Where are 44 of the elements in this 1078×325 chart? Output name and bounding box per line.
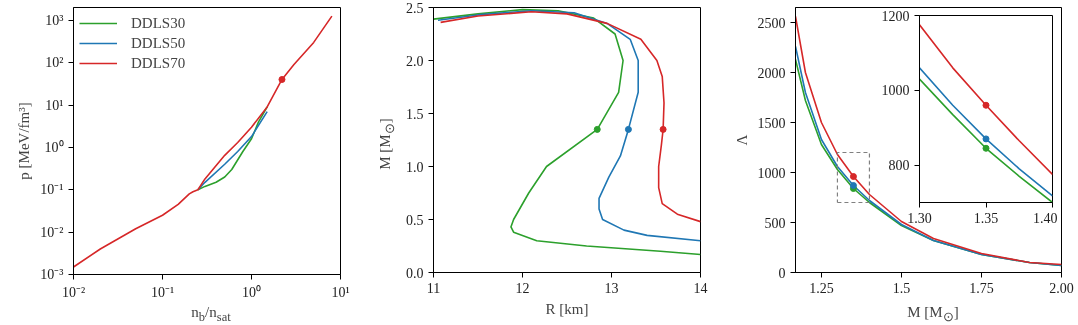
x-axis-title: n$_{b}$/n$_{sat}$ (191, 303, 231, 325)
x-tick-label: 13 (604, 280, 619, 296)
x-axis-title: M [M$_{⊙}$] (907, 303, 959, 325)
y-tick-label: 1000 (757, 165, 786, 181)
x-tick-label: 14 (693, 280, 708, 296)
y-tick-label: 0.0 (406, 265, 424, 281)
x-tick-label: 1.35 (973, 210, 999, 226)
y-tick-label: 2500 (757, 15, 786, 31)
y-tick-label: 2.5 (406, 0, 424, 16)
x-tick-label: 11 (426, 280, 441, 296)
y-tick-label: 10⁻¹ (40, 182, 64, 198)
y-tick-label: 10⁰ (44, 139, 64, 155)
y-tick-label: 10² (45, 55, 64, 71)
y-tick-label: 1500 (757, 115, 786, 131)
y-tick-label: 1.0 (406, 159, 424, 175)
legend-label: DDLS30 (131, 14, 186, 32)
y-tick-label: 2000 (757, 65, 786, 81)
y-tick-label: 10⁻² (40, 224, 64, 240)
y-tick-label: 10³ (45, 12, 64, 28)
x-tick-label: 1.25 (809, 280, 834, 296)
x-tick-label: 10¹ (331, 284, 350, 300)
y-tick-label: 0.5 (406, 212, 424, 228)
y-tick-label: 2.0 (406, 53, 424, 69)
y-tick-label: 10⁻³ (40, 267, 64, 282)
x-tick-label: 10⁰ (242, 284, 261, 300)
x-tick-label: 1.30 (907, 210, 932, 226)
x-tick-label: 2.00 (1049, 280, 1074, 296)
y-axis-title: Λ (733, 134, 750, 146)
y-axis-title: p [MeV/fm³] (16, 102, 33, 180)
x-tick-label: 1.75 (969, 280, 994, 296)
y-tick-label: 1000 (881, 83, 910, 99)
x-tick-label: 1.40 (1033, 210, 1058, 226)
x-tick-label: 10⁻² (61, 284, 86, 300)
x-tick-label: 12 (515, 280, 530, 296)
legend-label: DDLS70 (131, 54, 186, 72)
y-tick-label: 0 (778, 265, 786, 281)
legend-label: DDLS50 (131, 34, 186, 52)
y-tick-label: 800 (888, 158, 910, 174)
y-tick-label: 1200 (881, 8, 910, 24)
x-axis-title: R [km] (545, 300, 589, 317)
y-tick-label: 1.5 (406, 106, 424, 122)
y-tick-label: 10¹ (45, 97, 64, 113)
y-tick-label: 500 (764, 215, 786, 231)
x-tick-label: 10⁻¹ (150, 284, 175, 300)
